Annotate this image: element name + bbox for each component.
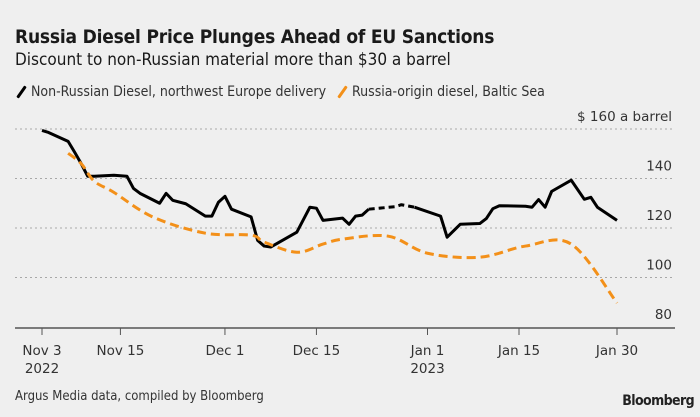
x-tick-label: Jan 15 [497,343,540,359]
x-tick-label: Jan 30 [595,343,638,359]
series-line-non-russian-interpolated [368,203,415,211]
legend-item-non-russian: Non-Russian Diesel, northwest Europe del… [15,84,326,100]
x-tick-year-label: 2022 [25,361,59,377]
y-tick-label: 100 [646,258,672,274]
series-line-non-russian [41,129,370,249]
y-tick-label: 120 [646,208,672,224]
x-tick-label: Nov 15 [96,343,144,359]
y-tick-label: 80 [655,307,672,323]
series-line-non-russian [413,178,618,239]
legend-item-russia-origin: Russia-origin diesel, Baltic Sea [336,84,545,100]
bloomberg-logo: Bloomberg [622,393,694,409]
x-tick-label: Jan 1 [410,343,445,359]
chart-subtitle: Discount to non-Russian material more th… [15,50,451,70]
x-tick-label: Nov 3 [22,343,61,359]
x-tick-label: Dec 1 [205,343,244,359]
chart-title: Russia Diesel Price Plunges Ahead of EU … [15,26,495,48]
source-note: Argus Media data, compiled by Bloomberg [15,389,264,404]
legend-label: Non-Russian Diesel, northwest Europe del… [31,84,327,100]
legend-label: Russia-origin diesel, Baltic Sea [352,84,545,100]
x-tick-label: Dec 15 [293,343,341,359]
legend: Non-Russian Diesel, northwest Europe del… [15,84,555,100]
series-line-russia-origin [67,152,619,304]
x-tick-year-label: 2023 [410,361,444,377]
y-tick-label: $ 160 a barrel [577,109,672,125]
y-tick-label: 140 [646,159,672,175]
